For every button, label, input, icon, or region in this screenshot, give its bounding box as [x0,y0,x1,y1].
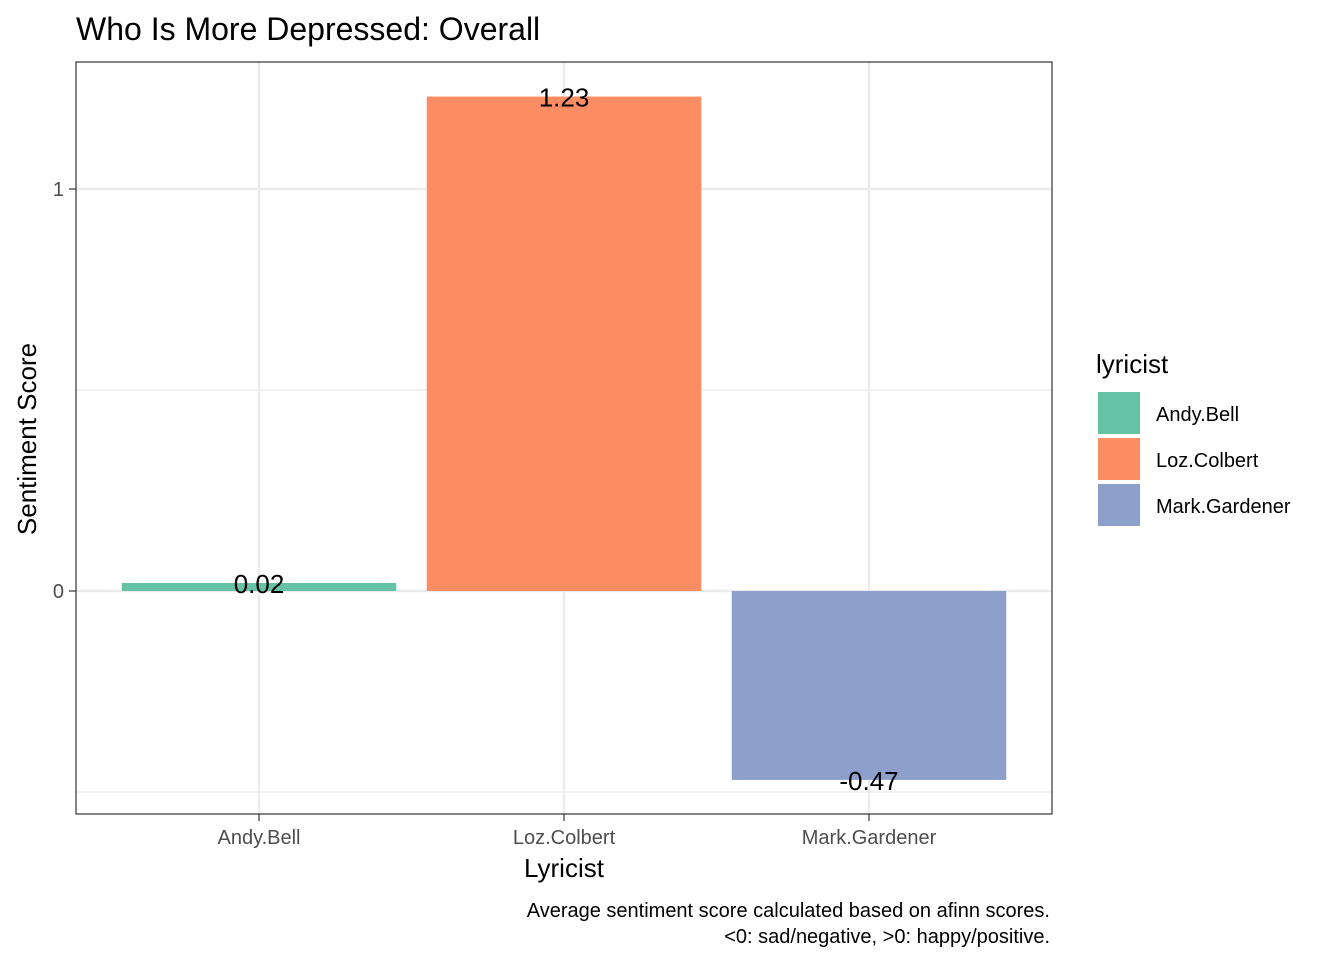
bars [121,96,1007,780]
legend-label: Mark.Gardener [1156,496,1291,518]
bar-mark-gardener [731,591,1007,780]
caption-line-1: Average sentiment score calculated based… [527,900,1050,922]
y-axis-title: Sentiment Score [12,343,42,535]
x-tick-label: Andy.Bell [217,827,300,849]
bar-loz-colbert [426,96,702,591]
chart-title: Who Is More Depressed: Overall [76,11,540,47]
data-label: 0.02 [234,569,285,599]
legend-swatch [1098,484,1140,526]
y-tick-label: 1 [53,179,64,201]
legend-title: lyricist [1096,349,1169,379]
legend-label: Andy.Bell [1156,404,1239,426]
legend-label: Loz.Colbert [1156,450,1259,472]
x-tick-label: Mark.Gardener [802,827,937,849]
x-axis-title: Lyricist [524,853,605,883]
bar-andy-bell [121,582,397,591]
data-label: 1.23 [539,83,590,113]
x-axis: Andy.Bell Loz.Colbert Mark.Gardener [217,814,937,849]
y-tick-label: 0 [53,581,64,603]
y-axis: 01 [53,179,76,603]
data-labels: 0.02 1.23 -0.47 [234,83,899,796]
legend-swatch [1098,438,1140,480]
x-tick-label: Loz.Colbert [513,827,616,849]
legend-swatch [1098,392,1140,434]
caption-line-2: <0: sad/negative, >0: happy/positive. [724,926,1050,948]
legend: lyricist Andy.Bell Loz.Colbert Mark.Garden… [1096,349,1291,526]
data-label: -0.47 [839,766,898,796]
